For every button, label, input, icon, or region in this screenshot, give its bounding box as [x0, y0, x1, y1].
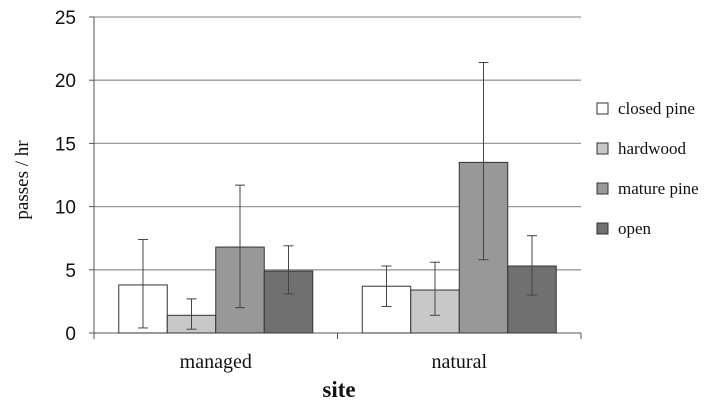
legend-swatch: [596, 182, 609, 195]
legend-label: open: [618, 219, 652, 238]
y-tick-label: 15: [55, 134, 76, 155]
x-category-label: managed: [180, 351, 252, 373]
legend-label: closed pine: [618, 99, 695, 118]
legend-label: hardwood: [618, 139, 686, 158]
y-tick-label: 5: [65, 261, 76, 282]
x-category-labels: managed natural: [180, 351, 488, 373]
y-tick-label: 0: [65, 324, 76, 345]
y-axis-title: passes / hr: [12, 140, 33, 220]
y-tick-label: 20: [55, 71, 76, 92]
legend-swatch: [596, 102, 609, 115]
error-bars: [138, 62, 537, 330]
x-axis-title: site: [322, 377, 355, 402]
legend: closed pine hardwood mature pine open: [596, 99, 699, 238]
legend-swatch: [596, 142, 609, 155]
bars: [118, 161, 557, 334]
x-category-label: natural: [431, 351, 487, 373]
y-tick-labels: 0 5 10 15 20 25: [55, 8, 76, 345]
legend-label: mature pine: [618, 179, 699, 198]
legend-swatch: [596, 222, 609, 235]
y-tick-label: 10: [55, 198, 76, 219]
y-tick-label: 25: [55, 8, 76, 29]
